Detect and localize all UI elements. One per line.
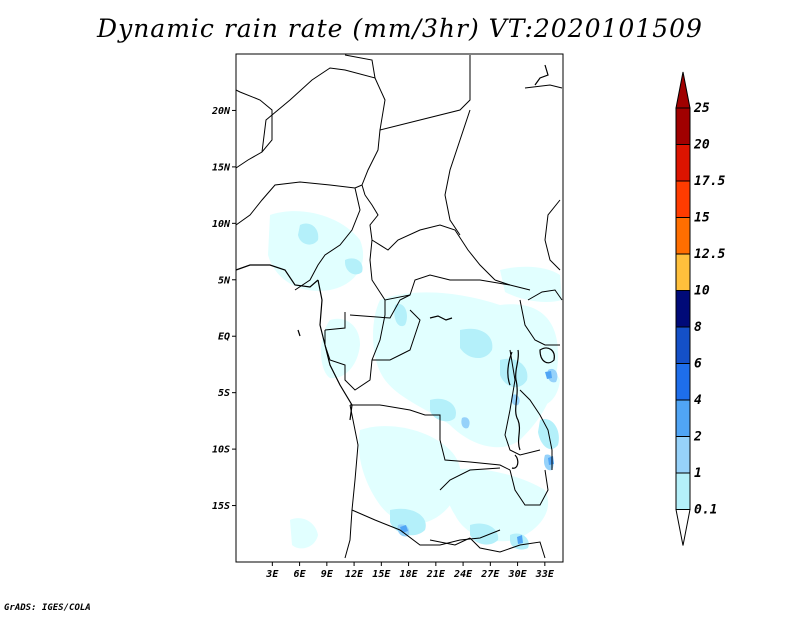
colorbar-swatch bbox=[675, 472, 691, 510]
colorbar-swatch bbox=[675, 436, 691, 474]
colorbar-label: 15 bbox=[694, 211, 710, 226]
colorbar-label: 0.1 bbox=[694, 503, 717, 518]
lon-tick-label: 21E bbox=[426, 569, 446, 580]
colorbar-swatch bbox=[675, 107, 691, 145]
coastlines-lakes bbox=[235, 64, 555, 469]
lon-tick-label: 30E bbox=[508, 569, 528, 580]
lat-tick-label: 15N bbox=[212, 162, 231, 173]
colorbar-label: 12.5 bbox=[694, 247, 725, 262]
country-borders bbox=[235, 54, 563, 559]
colorbar-bottom-arrow bbox=[675, 509, 691, 546]
colorbar-label: 25 bbox=[693, 101, 710, 116]
colorbar-swatch bbox=[675, 290, 691, 328]
lon-tick-label: 33E bbox=[535, 569, 555, 580]
colorbar-label: 6 bbox=[694, 357, 702, 372]
lat-tick-label: EQ bbox=[218, 332, 230, 343]
map-frame bbox=[235, 53, 564, 563]
lat-tick-label: 5N bbox=[218, 275, 231, 286]
colorbar-swatch bbox=[675, 253, 691, 291]
lon-tick-label: 15E bbox=[372, 569, 391, 580]
lat-tick-label: 10N bbox=[212, 219, 231, 230]
lon-tick-label: 6E bbox=[294, 569, 307, 580]
colorbar-label: 10 bbox=[694, 284, 710, 299]
colorbar-label: 1 bbox=[694, 466, 702, 481]
lat-tick-label: 20N bbox=[211, 106, 231, 117]
colorbar-label: 20 bbox=[693, 138, 710, 153]
colorbar: 0.1 1 2 4 6 8 10 12.5 15 17.5 20 25 bbox=[675, 71, 725, 546]
latitude-axis: 20N 15N 10N 5N EQ 5S 10S 15S bbox=[211, 106, 236, 512]
colorbar-label: 4 bbox=[694, 393, 702, 408]
colorbar-swatch bbox=[675, 326, 691, 364]
colorbar-swatch bbox=[675, 180, 691, 218]
lat-tick-label: 15S bbox=[212, 501, 230, 512]
lon-tick-label: 18E bbox=[400, 569, 419, 580]
grads-credit: GrADS: IGES/COLA bbox=[4, 603, 91, 613]
colorbar-swatch bbox=[675, 217, 691, 255]
colorbar-swatch bbox=[675, 399, 691, 437]
rain-field bbox=[268, 211, 562, 550]
lon-tick-label: 3E bbox=[265, 569, 279, 580]
colorbar-label: 2 bbox=[693, 430, 702, 445]
map-title: Dynamic rain rate (mm/3hr) VT:2020101509 bbox=[97, 14, 703, 43]
lon-tick-label: 27E bbox=[480, 569, 500, 580]
colorbar-swatch bbox=[675, 144, 691, 182]
lon-tick-label: 12E bbox=[345, 569, 364, 580]
lat-tick-label: 5S bbox=[218, 388, 230, 399]
lat-tick-label: 10S bbox=[212, 445, 230, 456]
longitude-axis: 3E 6E 9E 12E 15E 18E 21E 24E 27E 30E 33E bbox=[265, 562, 555, 580]
colorbar-label: 17.5 bbox=[694, 174, 725, 189]
lon-tick-label: 24E bbox=[453, 569, 473, 580]
lon-tick-label: 9E bbox=[321, 569, 334, 580]
colorbar-swatch bbox=[675, 363, 691, 401]
colorbar-label: 8 bbox=[694, 320, 702, 335]
colorbar-top-arrow bbox=[675, 71, 691, 109]
